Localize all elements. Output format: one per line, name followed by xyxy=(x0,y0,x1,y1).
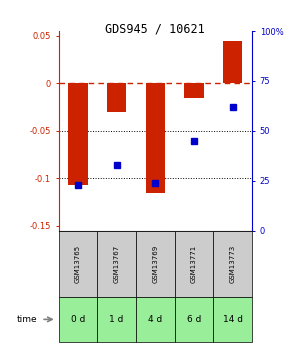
Bar xyxy=(223,41,242,83)
Text: GSM13767: GSM13767 xyxy=(114,245,120,283)
Bar xyxy=(97,231,136,297)
Text: 14 d: 14 d xyxy=(223,315,243,324)
Bar xyxy=(184,83,204,98)
Bar xyxy=(146,83,165,193)
Text: GSM13769: GSM13769 xyxy=(152,245,158,283)
Bar xyxy=(136,231,175,297)
Bar xyxy=(59,297,97,342)
Bar xyxy=(213,231,252,297)
Text: 1 d: 1 d xyxy=(109,315,124,324)
Bar xyxy=(107,83,126,112)
Text: GSM13773: GSM13773 xyxy=(230,245,236,283)
Bar xyxy=(97,297,136,342)
Bar xyxy=(175,297,213,342)
Text: GSM13771: GSM13771 xyxy=(191,245,197,283)
Text: 6 d: 6 d xyxy=(187,315,201,324)
Bar xyxy=(68,83,88,185)
Bar xyxy=(213,297,252,342)
Bar xyxy=(175,231,213,297)
Bar xyxy=(59,231,97,297)
Text: GDS945 / 10621: GDS945 / 10621 xyxy=(105,22,205,36)
Text: 4 d: 4 d xyxy=(148,315,162,324)
Text: time: time xyxy=(17,315,37,324)
Text: GSM13765: GSM13765 xyxy=(75,245,81,283)
Text: 0 d: 0 d xyxy=(71,315,85,324)
Bar xyxy=(136,297,175,342)
